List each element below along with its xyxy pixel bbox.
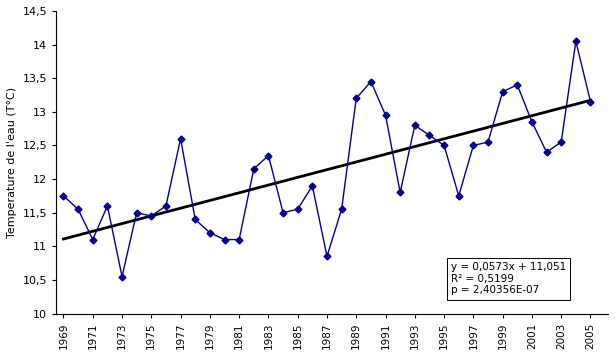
Text: y = 0,0573x + 11,051
R² = 0,5199
p = 2,40356E-07: y = 0,0573x + 11,051 R² = 0,5199 p = 2,4… <box>451 262 566 295</box>
Y-axis label: Temperature de l'eau (T°C): Temperature de l'eau (T°C) <box>7 87 17 238</box>
